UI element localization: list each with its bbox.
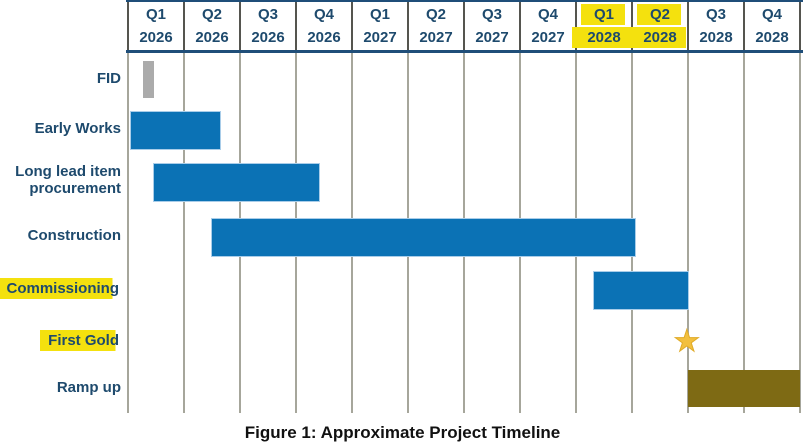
figure-caption: Figure 1: Approximate Project Timeline (244, 423, 561, 442)
year-label: 2027 (475, 29, 509, 46)
task-label-ramp-up: Ramp up (0, 366, 121, 408)
task-label-construction: Construction (0, 214, 121, 256)
header-separator (519, 2, 521, 50)
year-label: 2027 (419, 29, 453, 46)
quarter-header-cell: Q4 2027 (520, 3, 576, 49)
task-bar-early-works (129, 111, 222, 150)
task-label-early-works: Early Works (0, 107, 121, 149)
task-label-text: FID (96, 69, 121, 87)
task-bar-commissioning (592, 271, 690, 310)
quarter-label: Q1 (145, 6, 166, 23)
task-label-commissioning: Commissioning (0, 267, 121, 309)
task-label-text: Early Works (34, 119, 121, 137)
header-separator (799, 2, 801, 50)
quarter-label: Q1 (369, 6, 390, 23)
header-bottom-border (126, 50, 803, 53)
quarter-header-cell: Q2 2026 (184, 3, 240, 49)
quarter-header-cell: Q3 2028 (688, 3, 744, 49)
quarter-highlight-chip (581, 4, 625, 25)
quarter-gridline (743, 53, 745, 413)
year-label: 2028 (755, 29, 789, 46)
task-bar-ramp-up (688, 370, 800, 407)
quarter-gridline (687, 53, 689, 413)
header-separator (183, 2, 185, 50)
quarter-label: Q4 (761, 6, 782, 23)
quarter-label: Q3 (705, 6, 726, 23)
header-separator (295, 2, 297, 50)
quarter-label: Q3 (257, 6, 278, 23)
task-label-text: Long lead item procurement (15, 163, 121, 197)
quarter-header-cell: Q4 2026 (296, 3, 352, 49)
header-separator (239, 2, 241, 50)
quarter-label: Q1 (593, 6, 614, 23)
task-label-text: Ramp up (56, 378, 121, 396)
quarter-header-cell: Q4 2028 (744, 3, 800, 49)
task-label-text: Construction (27, 226, 121, 244)
year-label: 2027 (531, 29, 565, 46)
task-label-first-gold: First Gold (0, 319, 121, 361)
quarter-highlight-chip (637, 4, 681, 25)
header-separator (463, 2, 465, 50)
quarter-header-cell: Q2 2028 (632, 3, 688, 49)
year-highlight-strip (572, 27, 686, 48)
header-separator (127, 2, 129, 50)
quarter-header-cell: Q3 2026 (240, 3, 296, 49)
year-label: 2028 (587, 29, 621, 46)
year-label: 2028 (643, 29, 677, 46)
quarter-label: Q2 (425, 6, 446, 23)
header-separator (687, 2, 689, 50)
task-label-text: Commissioning (0, 277, 121, 299)
year-label: 2027 (363, 29, 397, 46)
task-label-text: First Gold (40, 329, 121, 351)
quarter-gridline (127, 53, 129, 413)
header-separator (407, 2, 409, 50)
quarter-header-cell: Q2 2027 (408, 3, 464, 49)
quarter-label: Q4 (537, 6, 558, 23)
task-label-long-lead-item-procurement: Long lead item procurement (0, 159, 121, 201)
task-bar-construction (211, 218, 636, 257)
year-label: 2028 (699, 29, 733, 46)
header-separator (743, 2, 745, 50)
header-separator (631, 2, 633, 50)
quarter-label: Q4 (313, 6, 334, 23)
quarter-header-cell: Q3 2027 (464, 3, 520, 49)
header-separator (575, 2, 577, 50)
year-label: 2026 (307, 29, 341, 46)
quarter-label: Q2 (649, 6, 670, 23)
quarter-header-cell: Q1 2026 (128, 3, 184, 49)
quarter-label: Q3 (481, 6, 502, 23)
quarter-gridline (183, 53, 185, 413)
header-separator (351, 2, 353, 50)
quarter-header-cell: Q1 2027 (352, 3, 408, 49)
year-label: 2026 (251, 29, 285, 46)
task-bar-fid (142, 61, 155, 98)
year-label: 2026 (139, 29, 173, 46)
year-label: 2026 (195, 29, 229, 46)
header-top-border (126, 0, 803, 2)
task-bar-long-lead-item-procurement (152, 163, 320, 202)
task-label-fid: FID (0, 57, 121, 99)
quarter-header-cell: Q1 2028 (576, 3, 632, 49)
star-icon: ★ (673, 325, 701, 359)
quarter-gridline (799, 53, 801, 413)
quarter-label: Q2 (201, 6, 222, 23)
